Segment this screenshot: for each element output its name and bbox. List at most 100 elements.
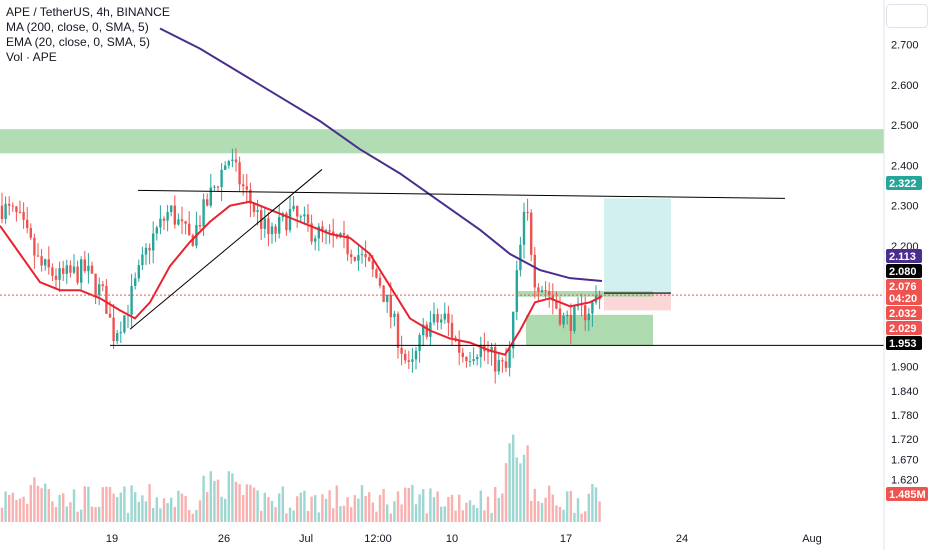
candle-body <box>346 234 349 255</box>
volume-bar <box>76 511 79 522</box>
volume-bar <box>216 479 220 522</box>
y-tick-label: 2.400 <box>891 160 919 172</box>
y-tick-label: 1.840 <box>891 386 919 398</box>
candle-body <box>40 256 43 266</box>
price-badge-text: 2.076 <box>889 281 917 293</box>
candle-body <box>80 259 83 283</box>
price-badge-down <box>886 279 922 293</box>
candle-body <box>242 184 245 187</box>
volume-bar <box>580 513 583 522</box>
candle-body <box>587 313 590 321</box>
candle-body <box>90 265 94 274</box>
volume-bar <box>202 475 205 522</box>
volume-bar <box>555 505 558 522</box>
candle-body <box>357 255 360 261</box>
y-tick-label: 2.600 <box>891 80 919 92</box>
volume-bar <box>98 506 101 522</box>
y-tick-label: 2.500 <box>891 120 919 132</box>
volume-bar <box>54 507 58 522</box>
volume-bar <box>11 492 14 522</box>
candle-body <box>152 233 155 251</box>
settings-button[interactable] <box>886 4 928 28</box>
price-badge-text: 1.953 <box>889 338 917 350</box>
volume-bar <box>314 495 317 522</box>
price-badge-down <box>886 487 928 501</box>
candle-body <box>551 295 554 301</box>
price-badge-text: 2.322 <box>889 178 917 190</box>
volume-bar <box>180 493 184 522</box>
candle-body <box>234 159 238 163</box>
candle-body <box>353 257 356 261</box>
volume-bar <box>562 509 565 522</box>
volume-bar <box>400 504 403 522</box>
volume-bar <box>83 486 86 522</box>
volume-bar <box>22 496 25 522</box>
price-badge-down <box>886 306 922 320</box>
volume-bar <box>242 495 245 522</box>
stop-zone <box>604 293 671 311</box>
volume-bar <box>231 473 234 522</box>
volume-bar <box>368 492 371 522</box>
volume-bar <box>101 487 104 522</box>
x-tick-label: 10 <box>446 533 458 545</box>
candle-body <box>558 308 562 325</box>
candle-body <box>533 254 536 288</box>
candle-body <box>148 247 151 251</box>
candle-body <box>170 205 173 213</box>
volume-bar <box>36 485 40 522</box>
volume-bar <box>566 491 569 522</box>
volume-bar <box>26 503 29 522</box>
candle-body <box>274 226 277 234</box>
volume-bar <box>159 508 162 522</box>
candle-body <box>299 216 302 218</box>
volume-bar <box>29 485 32 522</box>
candle-body <box>123 315 126 333</box>
y-tick-label: 2.300 <box>891 201 919 213</box>
candle-body <box>8 203 11 206</box>
candle-body <box>400 347 403 354</box>
price-badge-target <box>886 176 922 190</box>
volume-bar <box>486 496 490 522</box>
candle-body <box>18 211 22 213</box>
volume-bar <box>407 487 410 522</box>
candle-body <box>29 228 32 238</box>
candle-body <box>472 359 475 361</box>
candle-body <box>501 360 504 362</box>
volume-bar <box>594 487 598 522</box>
candle-body <box>566 314 569 316</box>
volume-bar <box>288 507 292 522</box>
volume-bar <box>335 485 338 522</box>
lines-layer <box>0 27 884 356</box>
volume-bar <box>130 485 133 522</box>
candle-body <box>350 254 353 258</box>
candle-body <box>335 235 338 238</box>
volume-bar <box>234 481 238 522</box>
candle-body <box>317 226 320 239</box>
candle-body <box>425 324 428 337</box>
price-badge-down <box>886 291 922 305</box>
volume-bar <box>15 499 18 522</box>
candle-body <box>112 317 115 342</box>
candle-body <box>65 265 68 274</box>
volume-bar <box>137 501 140 522</box>
candle-body <box>213 186 216 188</box>
candle-body <box>522 212 526 245</box>
volume-bar <box>450 494 454 522</box>
volume-bar <box>350 507 353 522</box>
volume-bar <box>389 513 392 522</box>
volume-bar <box>112 493 115 522</box>
volume-bar <box>285 513 288 522</box>
candle-body <box>544 290 547 292</box>
volume-bar <box>44 483 47 522</box>
volume-bar <box>206 492 209 522</box>
volume-bar <box>195 509 198 522</box>
volume-bar <box>512 434 515 522</box>
y-tick-label: 1.720 <box>891 434 919 446</box>
volume-bar <box>166 503 169 522</box>
volume-bar <box>72 489 76 522</box>
candle-body <box>440 319 443 323</box>
candle-body <box>159 218 162 228</box>
volume-bar <box>465 502 468 522</box>
